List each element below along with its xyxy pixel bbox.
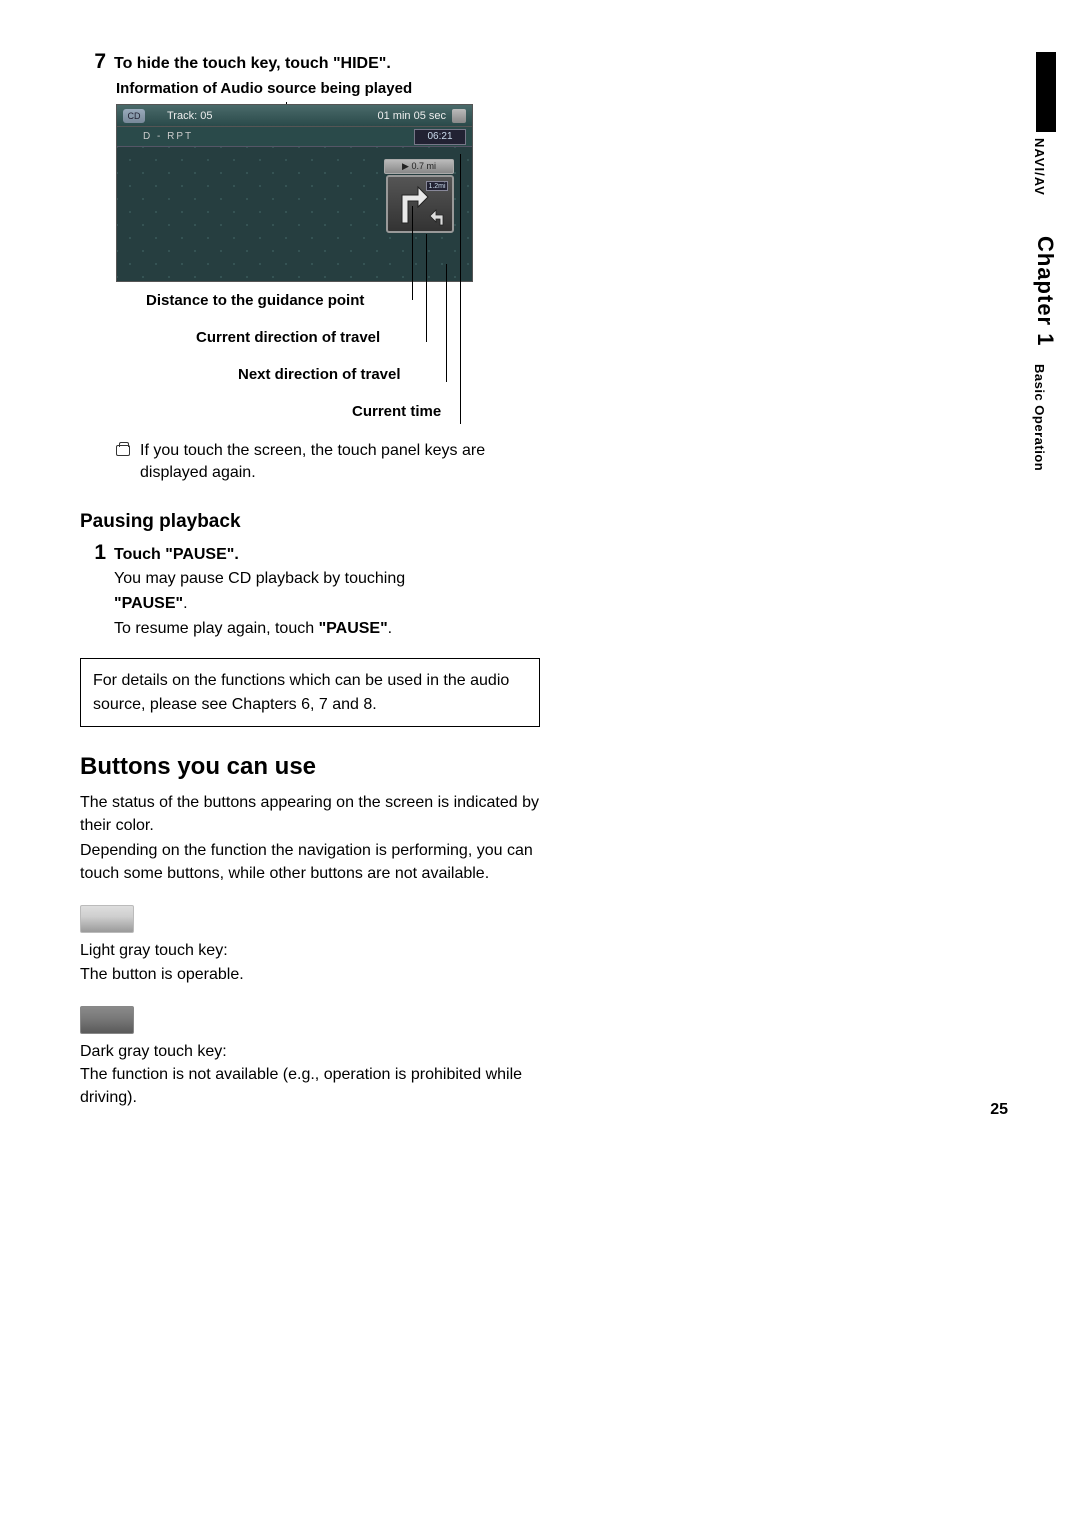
next-direction-icon <box>428 207 448 227</box>
distance-bar: ▶ 0.7 mi <box>384 159 454 174</box>
light-desc: The button is operable. <box>80 963 540 986</box>
step-number: 7 <box>80 50 106 74</box>
pause-line1-a: You may pause CD playback by touching <box>114 570 405 587</box>
pause-line1b: "PAUSE". <box>114 592 550 615</box>
buttons-para2: Depending on the function the navigation… <box>80 839 550 885</box>
callout-current-dir: Current direction of travel <box>196 329 516 346</box>
step1-number: 1 <box>80 541 106 565</box>
pause-l2-prefix: To resume play again, touch <box>114 620 319 637</box>
pause-line2: To resume play again, touch "PAUSE". <box>114 617 550 640</box>
light-swatch <box>80 905 134 933</box>
info-box: For details on the functions which can b… <box>80 658 540 726</box>
dark-desc: The function is not available (e.g., ope… <box>80 1063 540 1109</box>
pause-suffix: . <box>183 595 187 612</box>
clock: 06:21 <box>414 129 466 145</box>
callout-distance: Distance to the guidance point <box>146 292 516 309</box>
cd-icon: CD <box>123 109 145 123</box>
playtime-label: 01 min 05 sec <box>378 110 446 122</box>
dark-swatch <box>80 1006 134 1034</box>
buttons-heading: Buttons you can use <box>80 753 550 781</box>
tab-marker <box>1036 52 1056 132</box>
pause-bold: "PAUSE" <box>114 595 183 612</box>
screen-statusbar: D - RPT 06:21 <box>117 127 472 147</box>
dark-label: Dark gray touch key: <box>80 1040 540 1063</box>
step7-prefix: To hide the touch key, touch <box>114 55 333 72</box>
step-text: To hide the touch key, touch "HIDE". <box>114 55 391 73</box>
guidance-box: ▶ 0.7 mi 1.2mi <box>386 175 454 233</box>
light-label: Light gray touch key: <box>80 939 540 962</box>
note-text: If you touch the screen, the touch panel… <box>140 440 540 485</box>
side-tab: NAVI/AV Chapter 1 Basic Operation <box>1032 52 1060 472</box>
callout-next-dir: Next direction of travel <box>238 366 516 383</box>
pausing-heading: Pausing playback <box>80 511 550 533</box>
note-icon <box>116 445 130 456</box>
repeat-mode: D - RPT <box>143 131 193 142</box>
tab-chapter: Chapter 1 <box>1032 236 1058 346</box>
map-area: ▶ 0.7 mi 1.2mi <box>117 147 472 281</box>
step7-bold: "HIDE" <box>333 55 386 72</box>
buttons-para1: The status of the buttons appearing on t… <box>80 791 550 837</box>
page-number: 25 <box>990 1101 1008 1119</box>
tab-naviav: NAVI/AV <box>1032 138 1047 196</box>
screen-topbar: CD Track: 05 01 min 05 sec <box>117 105 472 127</box>
mini-distance: 1.2mi <box>426 181 448 191</box>
pause-l2-bold: "PAUSE" <box>319 620 388 637</box>
step7-suffix: . <box>386 55 390 72</box>
callout-current-time: Current time <box>352 403 516 420</box>
audio-caption: Information of Audio source being played <box>116 80 550 97</box>
step1-suffix: . <box>234 546 238 563</box>
close-icon <box>452 109 466 123</box>
step1-bold: "PAUSE" <box>165 546 234 563</box>
step1-text: Touch "PAUSE". <box>114 546 239 564</box>
pause-l2-suffix: . <box>388 620 392 637</box>
tab-basic: Basic Operation <box>1032 364 1047 471</box>
pause-line1: You may pause CD playback by touching <box>114 567 550 590</box>
track-label: Track: 05 <box>167 110 212 122</box>
step1-prefix: Touch <box>114 546 165 563</box>
device-screenshot: CD Track: 05 01 min 05 sec D - RPT 06:21… <box>116 104 473 282</box>
